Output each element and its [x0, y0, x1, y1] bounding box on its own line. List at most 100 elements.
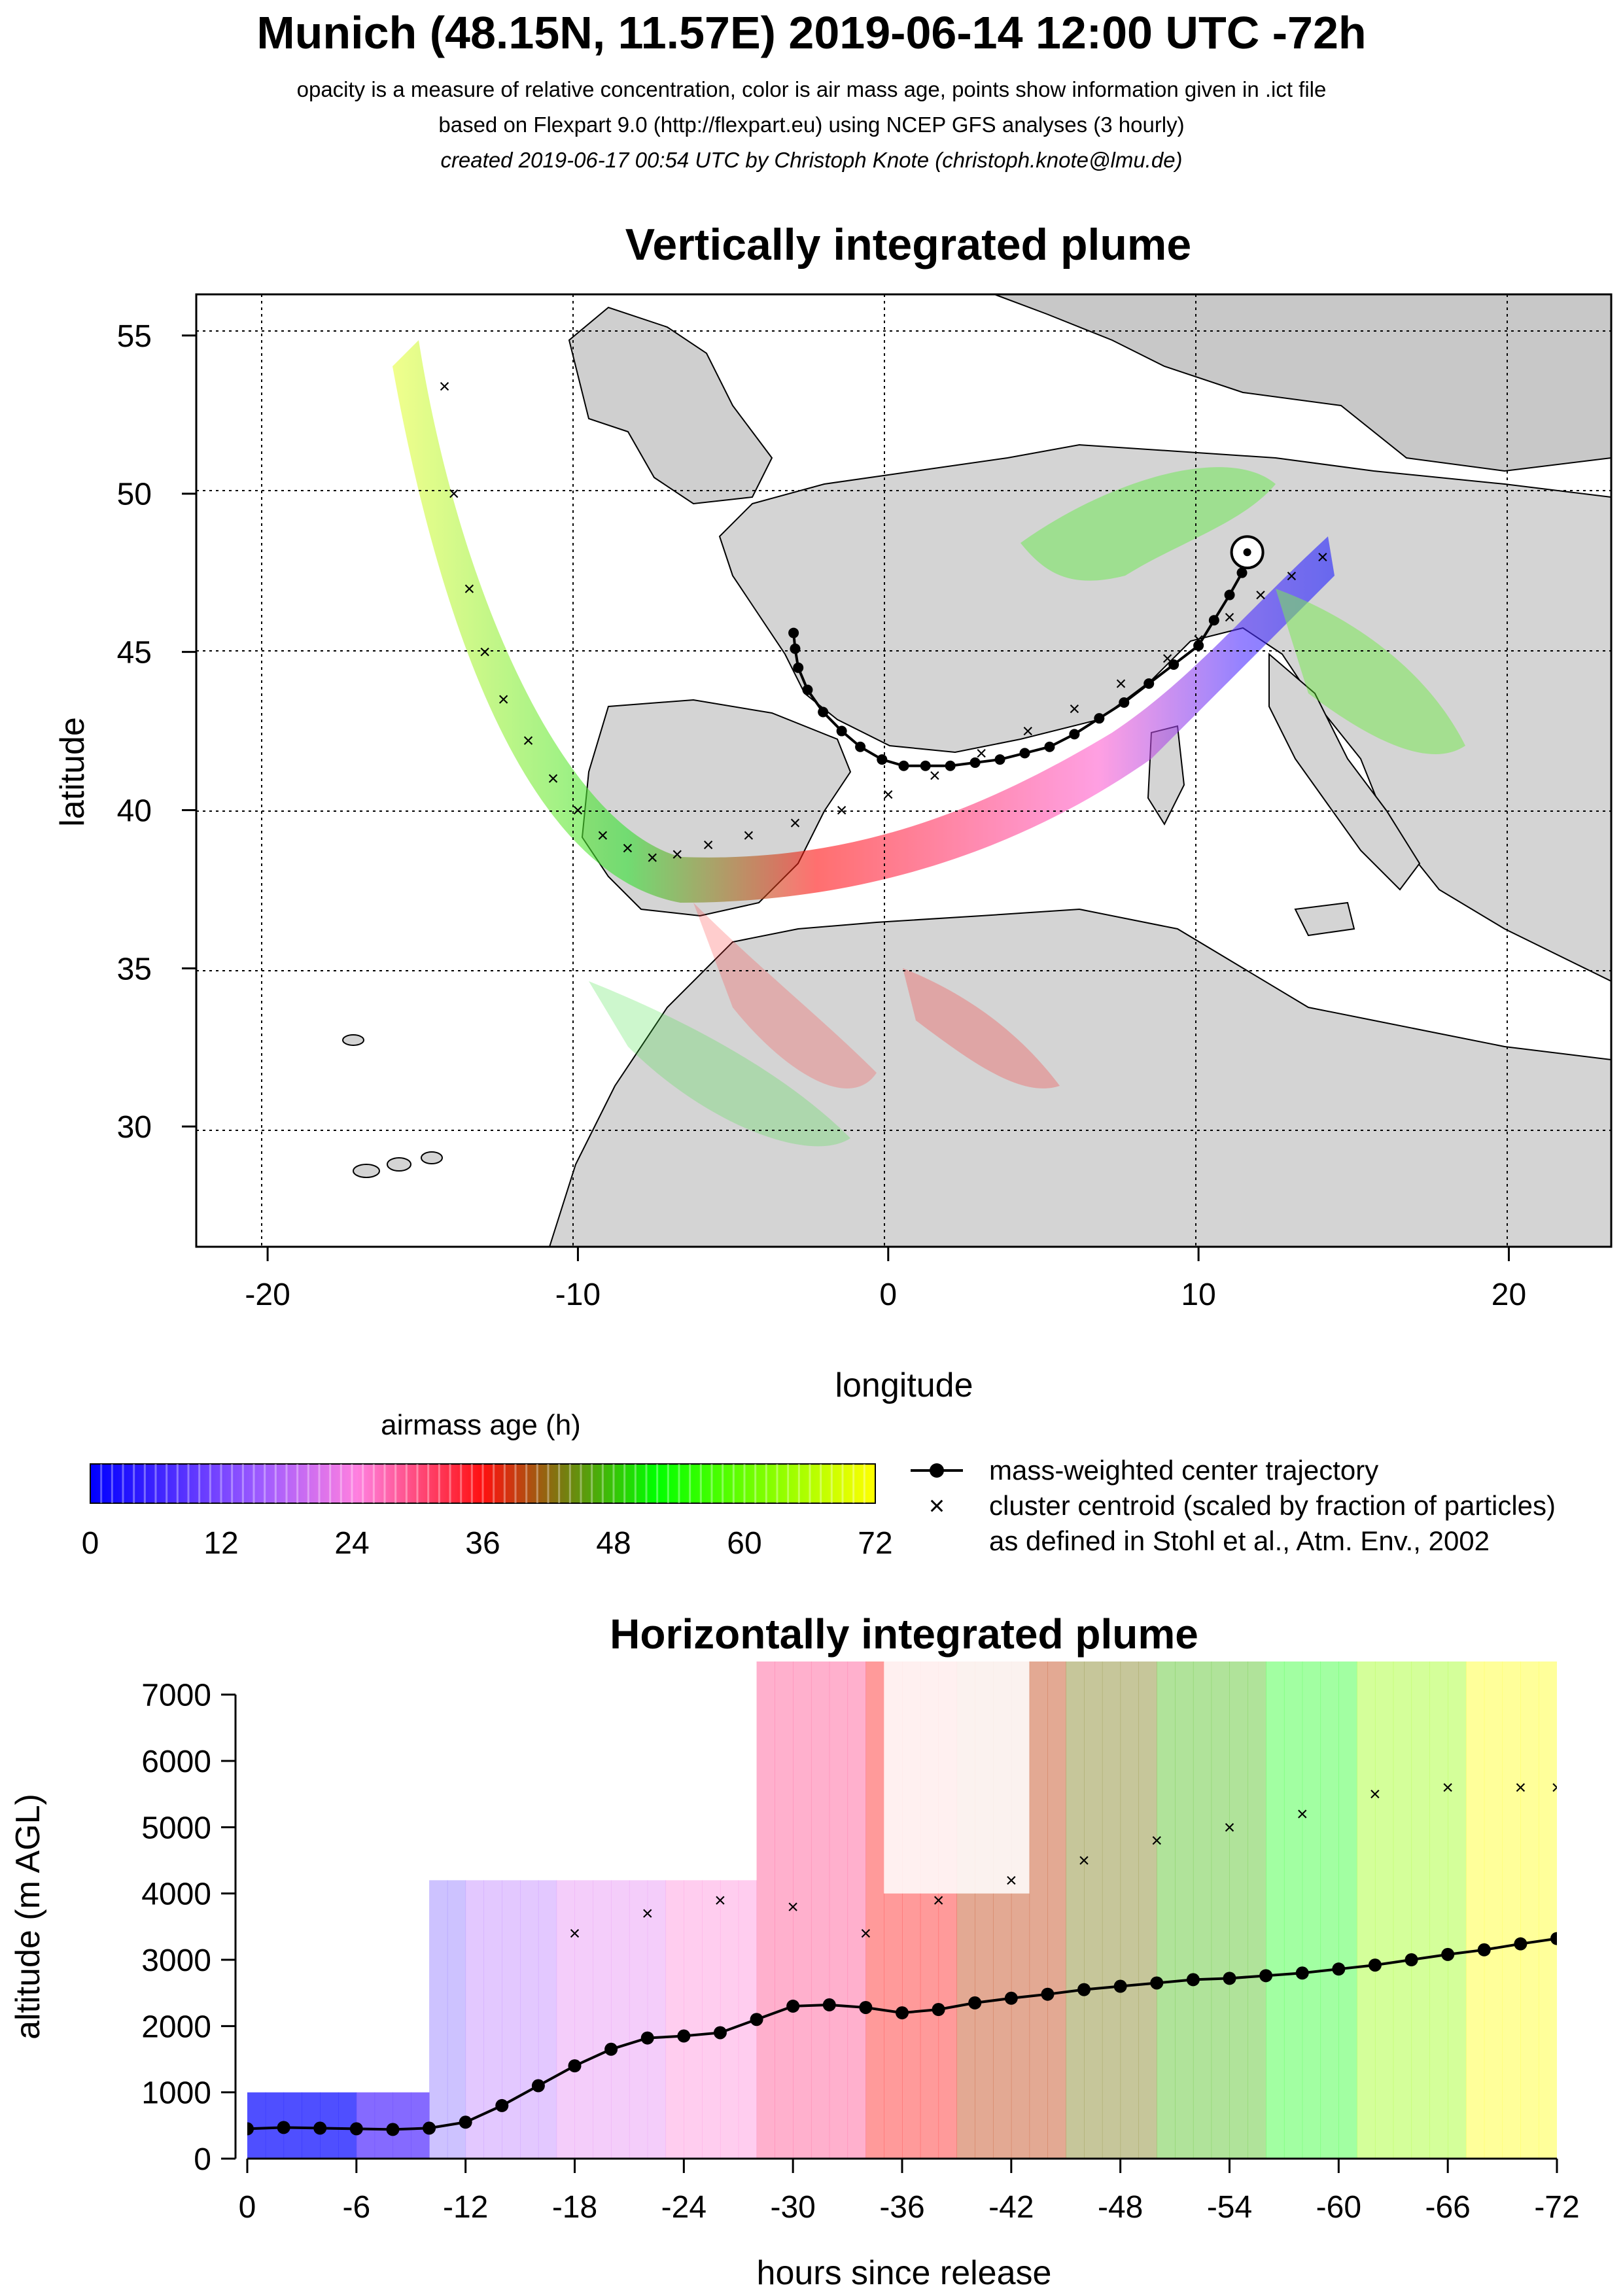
map-grid: [196, 294, 1611, 1247]
colorbar-tick-label: 12: [203, 1526, 238, 1561]
profile-age-column: [720, 1880, 739, 2159]
profile-age-column: [756, 1661, 775, 2159]
legend-center-label: mass-weighted center trajectory: [989, 1455, 1378, 1486]
profile-cluster-point: ×: [1369, 1784, 1381, 1805]
profile-cluster-point: ×: [1515, 1777, 1527, 1799]
profile-y-tick-label: 5000: [141, 1811, 211, 1845]
release-point-dot: [1243, 548, 1251, 557]
profile-center-trajectory: [247, 1932, 1557, 2136]
map-center-point: [818, 706, 829, 718]
map-x-axis-label: longitude: [835, 1366, 973, 1404]
map-cluster-point: ×: [1255, 585, 1266, 606]
profile-age-column: [1338, 1661, 1357, 2159]
profile-age-column: [1211, 1661, 1230, 2159]
profile-center-point: [896, 2006, 909, 2020]
profile-center-point: [1077, 1983, 1091, 1996]
map-y-tick-label: 35: [117, 952, 152, 986]
map-x-axis: -20 -10 0 10 20: [245, 1247, 1526, 1312]
figure-title: Munich (48.15N, 11.57E) 2019-06-14 12:00…: [256, 7, 1367, 58]
profile-axes: 0 -6 -12 -18 -24 -30 -36 -42 -48 -54 -60 -66 -72 0 100…: [141, 1679, 1579, 2225]
map-cluster-point: ×: [975, 742, 987, 764]
profile-center-point: [859, 2000, 873, 2014]
profile-age-column: [1302, 1661, 1321, 2159]
profile-age-column: [1465, 1661, 1485, 2159]
map-cluster-point: ×: [743, 825, 755, 846]
profile-cluster-point: ×: [714, 1890, 726, 1911]
map-cluster-point: ×: [1162, 648, 1174, 669]
map-center-point: [1094, 713, 1105, 724]
profile-cluster-point: ×: [1297, 1803, 1308, 1825]
map-center-point: [836, 725, 847, 737]
profile-center-point: [1259, 1969, 1273, 1983]
profile-panel-title: Horizontally integrated plume: [610, 1610, 1198, 1658]
profile-age-column: [1157, 1661, 1176, 2159]
profile-age-column: [1411, 1661, 1430, 2159]
profile-cluster-point: ×: [1151, 1830, 1163, 1852]
legend-dot-swatch: [930, 1463, 944, 1478]
map-center-point: [1119, 697, 1130, 708]
profile-age-column: [702, 1880, 721, 2159]
profile-y-tick-label: 3000: [141, 1943, 211, 1978]
profile-y-tick-label: 1000: [141, 2076, 211, 2111]
profile-center-point: [423, 2121, 436, 2135]
profile-age-column: [1138, 1661, 1157, 2159]
profile-center-point: [1441, 1947, 1455, 1961]
profile-x-tick-label: -6: [342, 2190, 370, 2225]
profile-age-column: [465, 1880, 484, 2159]
profile-age-column: [1175, 1661, 1194, 2159]
profile-age-column: [1357, 1661, 1376, 2159]
profile-age-column: [1193, 1661, 1212, 2159]
subtitle-line-1: opacity is a measure of relative concent…: [296, 77, 1327, 101]
map-center-point: [945, 760, 956, 771]
profile-age-column: [574, 1880, 593, 2159]
map-cluster-centroids: × × × × × × × × × × × × × × × × × × × × × × × × × × × ×: [439, 375, 1329, 869]
profile-x-tick-label: -48: [1098, 2190, 1143, 2225]
colorbar-tick-label: 0: [82, 1526, 99, 1561]
subtitle-line-3: created 2019-06-17 00:54 UTC by Christop…: [440, 148, 1183, 172]
profile-x-tick-label: -30: [770, 2190, 815, 2225]
map-cluster-point: ×: [622, 838, 634, 860]
profile-cluster-point: ×: [1442, 1777, 1454, 1799]
legend-cross-swatch: ×: [929, 1490, 945, 1521]
profile-concentration-bands: [247, 1661, 1557, 2159]
map-center-point: [793, 662, 804, 673]
map-cluster-point: ×: [703, 835, 714, 856]
profile-age-column: [629, 1880, 648, 2159]
profile-x-tick-label: -72: [1534, 2190, 1579, 2225]
profile-center-point: [277, 2121, 290, 2134]
colorbar-tick-label: 48: [596, 1526, 631, 1561]
profile-x-tick-label: -60: [1316, 2190, 1361, 2225]
map-cluster-point: ×: [498, 689, 510, 710]
profile-cluster-point: ×: [569, 1922, 581, 1944]
profile-age-column: [1502, 1661, 1521, 2159]
map-center-point: [855, 741, 866, 752]
subtitle-line-2: based on Flexpart 9.0 (http://flexpart.e…: [438, 113, 1185, 137]
profile-x-tick-label: -18: [552, 2190, 597, 2225]
profile-age-column: [1066, 1661, 1085, 2159]
map-cluster-point: ×: [1193, 629, 1204, 650]
map-center-point: [1143, 678, 1155, 689]
profile-center-point: [1004, 1991, 1018, 2005]
map-frame: [195, 293, 1613, 1248]
profile-age-column: [1448, 1661, 1467, 2159]
map-y-tick-label: 50: [117, 478, 152, 512]
profile-x-axis-label: hours since release: [757, 2254, 1052, 2292]
profile-center-point: [1368, 1958, 1382, 1972]
profile-cluster-point: ×: [1551, 1777, 1563, 1799]
profile-center-point: [932, 2003, 945, 2016]
profile-y-tick-label: 0: [194, 2142, 211, 2177]
map-cluster-point: ×: [439, 375, 451, 397]
map-center-point: [1168, 659, 1179, 670]
map-cluster-point: ×: [1224, 606, 1236, 628]
release-point-marker: [1230, 535, 1265, 570]
map-center-point: [1044, 741, 1055, 752]
map-cluster-point: ×: [1069, 699, 1081, 720]
colorbar-tick-label: 60: [727, 1526, 761, 1561]
profile-age-column: [1102, 1661, 1121, 2159]
profile-y-tick-label: 2000: [141, 2009, 211, 2044]
map-center-point: [877, 754, 888, 765]
profile-plot-area: × × × × × × × × × × × × × × ×: [247, 1661, 1563, 2159]
map-x-tick-label: 20: [1492, 1278, 1526, 1312]
map-y-tick-label: 55: [117, 319, 152, 354]
